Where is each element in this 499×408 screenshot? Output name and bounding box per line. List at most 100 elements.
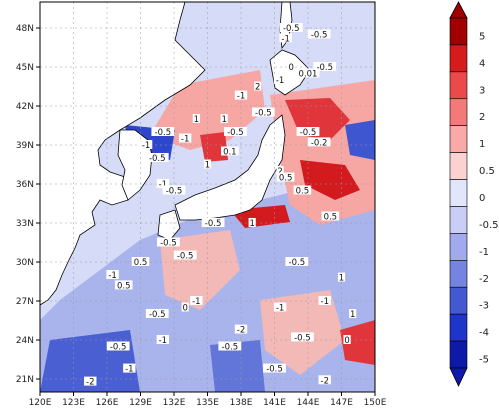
contour-label: 0.5 bbox=[324, 213, 338, 223]
contour-label: 0 bbox=[344, 336, 349, 346]
lat-tick-label: 48N bbox=[16, 24, 34, 34]
contour-label-bg bbox=[307, 29, 331, 39]
contour-label-bg bbox=[192, 114, 200, 123]
colorbar-segment bbox=[449, 206, 468, 234]
lon-tick-label: 126E bbox=[96, 398, 119, 408]
contour-label-bg bbox=[337, 272, 346, 282]
lon-tick-label: 120E bbox=[29, 398, 52, 408]
contour-label: -0.5 bbox=[283, 24, 300, 34]
contour-label-bg bbox=[251, 107, 275, 117]
lon-tick-label: 150E bbox=[364, 398, 387, 408]
colorbar-label: -4 bbox=[479, 328, 489, 339]
contour-label-bg bbox=[273, 75, 287, 84]
contour-label: -1 bbox=[159, 180, 167, 190]
colorbar-label: -5 bbox=[479, 355, 489, 366]
colorbar-label: 4 bbox=[479, 58, 485, 69]
colorbar: 5 4 3 2 1 0.5 0 -0.5 -1 -2 -3 -4 -5 bbox=[449, 1, 499, 387]
contour-label-bg bbox=[349, 309, 357, 318]
contour-label: -0.2 bbox=[311, 138, 328, 148]
contour-label: -1 bbox=[108, 271, 116, 281]
contour-label-bg bbox=[291, 332, 314, 342]
contour-label-bg bbox=[263, 363, 286, 373]
lat-tick-label: 42N bbox=[16, 102, 34, 112]
colorbar-segment bbox=[449, 125, 468, 153]
colorbar-label: 1 bbox=[479, 139, 485, 150]
contour-labels: -0.5-0.5-10 -0.5-10.01-0.5-12-0.5-0.2-0.5… bbox=[84, 23, 357, 388]
longitude-axis: 120E 123E 126E 129E 132E 135E 138E 141E 144E 147E… bbox=[29, 392, 387, 408]
contour-label-bg bbox=[307, 137, 331, 147]
contour-label: -0.5 bbox=[300, 128, 317, 138]
contour-label: 1 bbox=[194, 115, 199, 125]
contour-label-bg bbox=[224, 127, 247, 136]
contour-label: 1 bbox=[249, 219, 254, 229]
lat-tick-label: 24N bbox=[16, 336, 34, 346]
colorbar-label: -1 bbox=[479, 247, 489, 258]
lon-tick-label: 144E bbox=[297, 398, 320, 408]
lon-tick-label: 129E bbox=[129, 398, 152, 408]
contour-label: -1 bbox=[181, 135, 189, 145]
contour-label: -1 bbox=[159, 336, 167, 346]
latitude-axis: 21N 24N 27N 30N 33N 36N 39N 42N 45N 48N bbox=[16, 24, 40, 385]
contour-label-bg bbox=[276, 166, 284, 175]
contour-label-bg bbox=[156, 179, 170, 188]
contour-label-bg bbox=[321, 211, 340, 221]
contour-label: -0.5 bbox=[149, 310, 166, 320]
contour-label: -0.5 bbox=[316, 63, 333, 73]
contour-label: -1 bbox=[321, 297, 329, 307]
contour-label: 0.01 bbox=[299, 70, 318, 80]
contour-label-bg bbox=[254, 81, 262, 91]
lat-tick-label: 21N bbox=[16, 375, 34, 385]
lat-tick-label: 45N bbox=[16, 63, 34, 73]
contour-label-bg bbox=[139, 140, 153, 149]
contour-label-bg bbox=[218, 341, 242, 351]
contour-label: -2 bbox=[321, 376, 329, 386]
contour-label-bg bbox=[234, 324, 248, 334]
land-kyushu bbox=[157, 209, 181, 241]
contour-label: 2 bbox=[255, 83, 260, 93]
contour-label-bg bbox=[106, 341, 130, 351]
lon-tick-label: 135E bbox=[196, 398, 219, 408]
contour-label-bg bbox=[293, 185, 312, 195]
contour-label-bg bbox=[114, 280, 133, 290]
contour-label-bg bbox=[296, 68, 320, 78]
contour-label-bg bbox=[318, 296, 331, 305]
contour-label: 0.5 bbox=[279, 174, 293, 184]
contour-label: 0.5 bbox=[134, 258, 148, 268]
contour-label-bg bbox=[221, 146, 239, 156]
contour-label-bg bbox=[279, 33, 292, 43]
colorbar-segment bbox=[449, 233, 468, 261]
colorbar-segment bbox=[449, 340, 468, 369]
lon-tick-label: 141E bbox=[263, 398, 286, 408]
contour-label-bg bbox=[162, 185, 186, 195]
colorbar-segment bbox=[449, 71, 468, 100]
contour-label-bg bbox=[287, 62, 295, 71]
colorbar-segment bbox=[449, 286, 468, 315]
lon-tick-label: 138E bbox=[230, 398, 253, 408]
contour-label-bg bbox=[190, 296, 203, 305]
contour-label: -1 bbox=[125, 365, 133, 375]
contour-label-bg bbox=[84, 376, 97, 386]
contour-label-bg bbox=[181, 302, 189, 312]
contour-label: 0.5 bbox=[296, 187, 310, 197]
anomaly-patch-east-core-2 bbox=[300, 160, 360, 200]
contour-label: -1 bbox=[276, 304, 284, 314]
contour-label-bg bbox=[220, 114, 228, 123]
contour-label: -1 bbox=[237, 92, 245, 102]
contour-label: -0.5 bbox=[294, 333, 311, 343]
contour-label: 1 bbox=[222, 115, 227, 125]
contour-label: 0.1 bbox=[223, 148, 237, 158]
colorbar-max-arrow bbox=[449, 1, 468, 19]
contour-label-bg bbox=[343, 335, 351, 344]
contour-label-bg bbox=[203, 159, 212, 169]
contour-label-bg bbox=[145, 309, 169, 318]
contour-label-bg bbox=[313, 62, 337, 71]
contour-label: -0.5 bbox=[227, 128, 244, 138]
lon-tick-label: 132E bbox=[163, 398, 186, 408]
contour-label: -1 bbox=[276, 76, 284, 86]
contour-label: 0 bbox=[289, 63, 294, 73]
contour-label: -0.5 bbox=[222, 343, 239, 353]
contour-label-bg bbox=[296, 127, 320, 136]
contour-label: -2 bbox=[237, 326, 245, 336]
colorbar-min-arrow bbox=[449, 367, 468, 387]
colorbar-label: 3 bbox=[479, 85, 485, 96]
